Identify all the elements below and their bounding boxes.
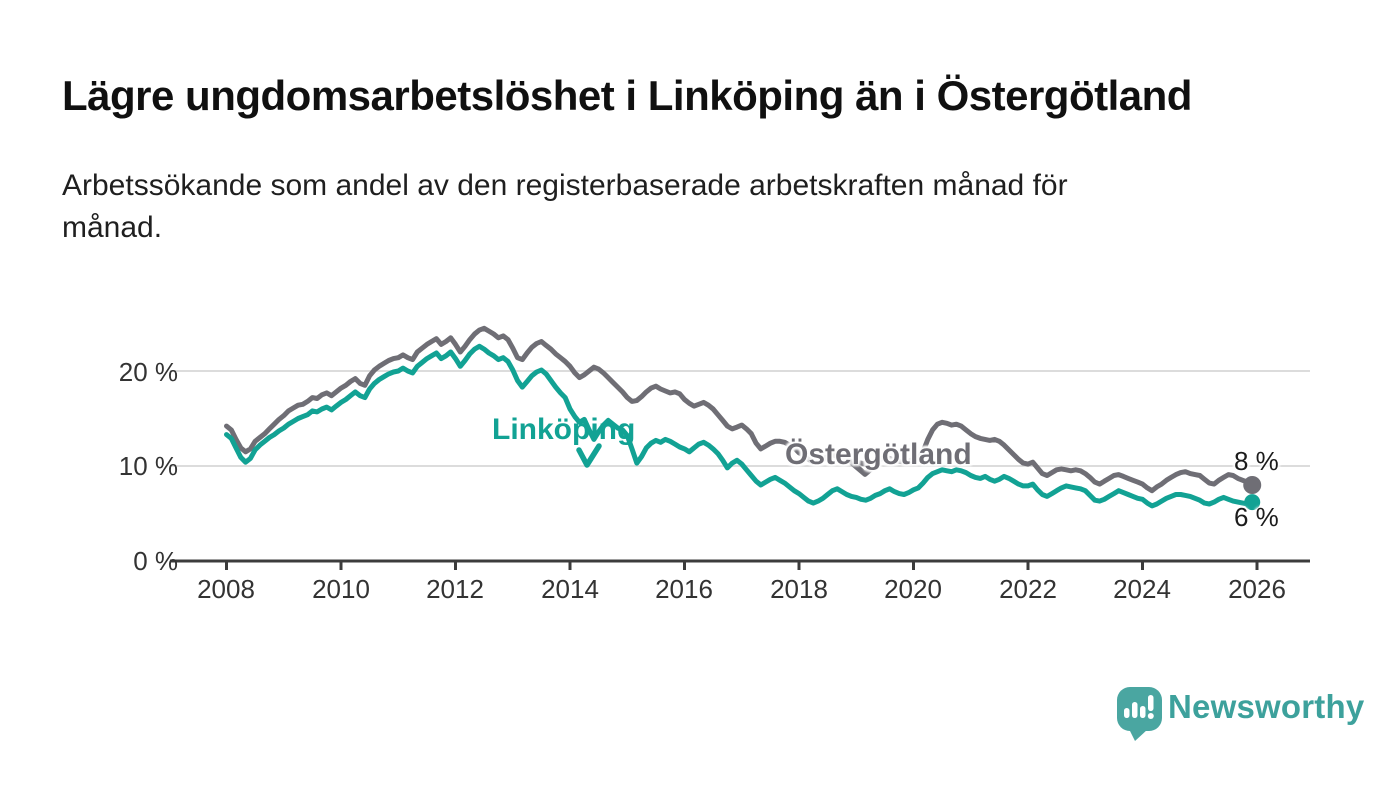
- x-tick-label-2018: 2018: [770, 574, 828, 604]
- end-dot-östergötland: [1243, 476, 1262, 494]
- page-title: Lägre ungdomsarbetslöshet i Linköping än…: [62, 72, 1192, 119]
- brand-lockup: [1115, 685, 1375, 741]
- y-tick-label-10: 10 %: [118, 451, 178, 481]
- x-tick-label-2010: 2010: [312, 574, 370, 604]
- linkoping-pointer-icon: [576, 443, 602, 468]
- x-tick-label-2026: 2026: [1228, 574, 1286, 604]
- x-tick-label-2012: 2012: [426, 574, 484, 604]
- end-value-label-linkoping: 6 %: [1234, 502, 1279, 532]
- ostergotland-pointer-icon: [849, 460, 881, 477]
- page-subtitle-line-2: månad.: [62, 211, 163, 244]
- line-östergötland: [224, 325, 1255, 494]
- line-linköping: [224, 343, 1255, 509]
- gridlines-group: [170, 370, 1310, 467]
- end-dot-linköping: [1244, 494, 1261, 511]
- x-tick-label-2014: 2014: [541, 574, 599, 604]
- newsworthy-logo-icon: [1117, 687, 1162, 741]
- end-value-label-ostergotland: 8 %: [1234, 446, 1279, 476]
- y-tick-label-0: 0 %: [133, 546, 178, 576]
- y-tick-label-20: 20 %: [118, 357, 178, 387]
- x-tick-label-2008: 2008: [197, 574, 255, 604]
- end-dots-group: [1243, 476, 1262, 511]
- page-subtitle-line-1: Arbetssökande som andel av den registerb…: [62, 169, 1068, 202]
- brand-wordmark: Newsworthy: [1168, 688, 1365, 725]
- x-tick-label-2024: 2024: [1113, 574, 1171, 604]
- series-label-ostergotland: Östergötland: [785, 438, 972, 471]
- series-lines-group: [224, 325, 1255, 509]
- x-axis-group: [170, 559, 1310, 570]
- x-tick-label-2020: 2020: [884, 574, 942, 604]
- x-tick-label-2016: 2016: [655, 574, 713, 604]
- series-label-linkoping: Linköping: [492, 413, 636, 446]
- x-tick-label-2022: 2022: [999, 574, 1057, 604]
